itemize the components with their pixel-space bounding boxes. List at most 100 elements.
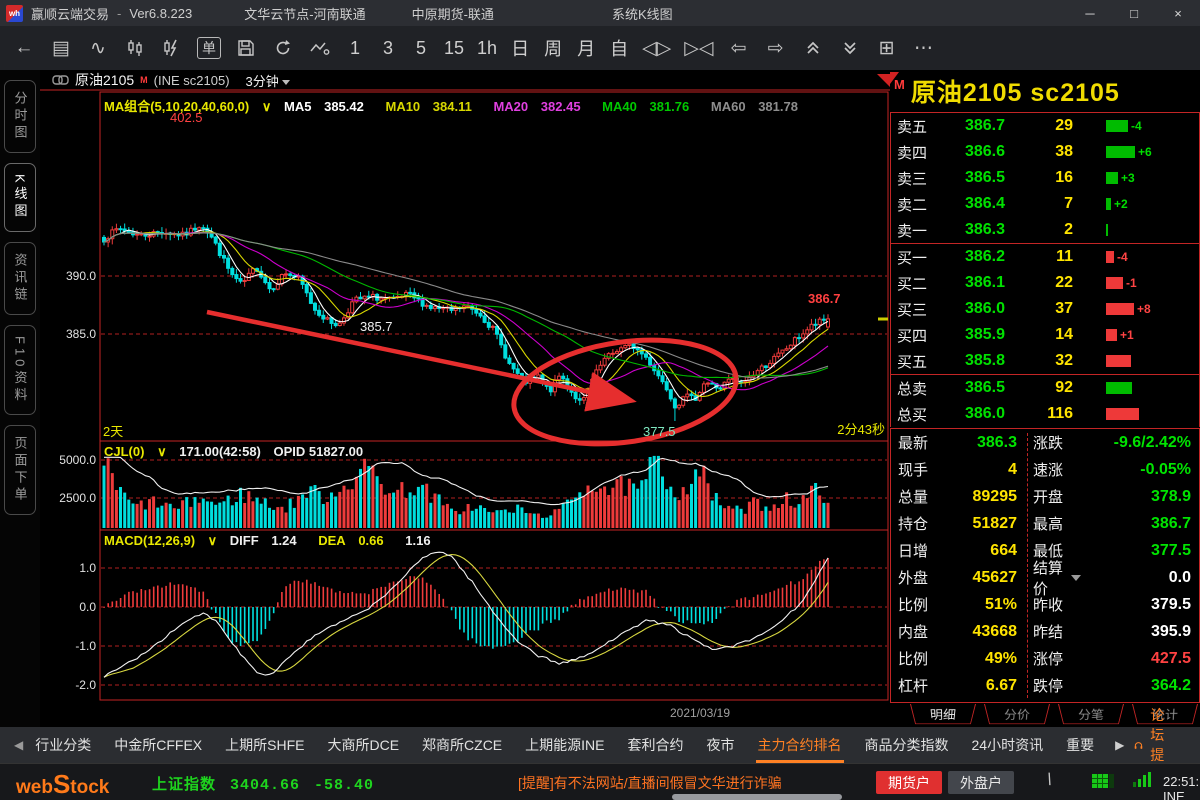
save-icon[interactable]: [234, 34, 258, 62]
maximize-button[interactable]: □: [1130, 5, 1138, 21]
qty-delta: +3: [1121, 171, 1135, 185]
period-5-button[interactable]: 5: [415, 37, 426, 58]
ma-indicator-header: MA组合(5,10,20,40,60,0) ∨ MA5 385.42 MA10 …: [104, 96, 816, 115]
ask-row-卖一[interactable]: 卖一 386.3 2: [891, 217, 1199, 243]
overseas-account-button[interactable]: 外盘户: [948, 771, 1014, 794]
total-row-总卖[interactable]: 总卖 386.5 92: [891, 375, 1199, 401]
close-button[interactable]: ×: [1174, 5, 1182, 21]
bid-book: 买一 386.2 11 -4 买二 386.1 22 -1 买三 386.0 37 +8 买四 385.9…: [890, 243, 1200, 374]
annotation-arrow[interactable]: [206, 309, 637, 412]
draw-line-icon[interactable]: [308, 34, 332, 62]
chart-header: 原油2105 M (INE sc2105) 3分钟: [40, 70, 890, 90]
bid-row-买三[interactable]: 买三 386.0 37 +8: [891, 296, 1199, 322]
period-1-button[interactable]: 1: [349, 37, 360, 58]
stat-value: 45627: [972, 568, 1018, 586]
stat-value: 386.3: [976, 433, 1017, 451]
period-day-button[interactable]: 日: [511, 39, 530, 59]
ask-row-卖三[interactable]: 卖三 386.5 16 +3: [891, 165, 1199, 191]
restore-icon[interactable]: ▷◁: [684, 37, 714, 59]
back-icon[interactable]: ←: [14, 37, 34, 58]
stat-label: 最新: [898, 435, 929, 452]
nav-item-上期能源INE[interactable]: 上期能源INE: [525, 737, 605, 753]
nav-scroll-left-icon[interactable]: ◀: [14, 738, 24, 752]
left-tab-K线图[interactable]: K线图: [4, 163, 36, 232]
pan-right-icon[interactable]: ⇨: [767, 37, 784, 59]
nav-item-重要[interactable]: 重要: [1066, 737, 1095, 753]
more-icon[interactable]: ⋯: [914, 37, 934, 59]
nav-item-中金所CFFEX[interactable]: 中金所CFFEX: [114, 737, 203, 753]
bid-row-买四[interactable]: 买四 385.9 14 +1: [891, 322, 1199, 348]
book-label: 卖三: [897, 170, 928, 188]
bid-row-买二[interactable]: 买二 386.1 22 -1: [891, 270, 1199, 296]
stat-label: 最低: [1033, 543, 1064, 560]
settle-toggle-caret-icon[interactable]: [1071, 574, 1081, 581]
contract-name[interactable]: 原油2105: [75, 72, 135, 88]
flash-kline-icon[interactable]: [160, 34, 184, 62]
layout-grid-icon[interactable]: ⊞: [878, 37, 895, 59]
left-tab-资讯链[interactable]: 资讯链: [4, 241, 36, 315]
shanghai-index-quote[interactable]: 上证指数 3404.66 -58.40: [152, 777, 375, 794]
zoom-out-icon[interactable]: [838, 34, 862, 62]
nav-item-上期所SHFE[interactable]: 上期所SHFE: [225, 737, 305, 753]
left-tab-页面下单[interactable]: 页面下单: [4, 425, 36, 516]
line-chart-icon[interactable]: ∿: [90, 37, 106, 59]
compress-icon[interactable]: ◁▷: [642, 37, 672, 59]
app-logo-icon: wh: [6, 4, 23, 22]
quote-contract-title[interactable]: 原油2105 sc2105: [910, 79, 1120, 107]
ma-settings-dropdown[interactable]: MA组合(5,10,20,40,60,0) ∨: [104, 99, 272, 114]
nav-item-24小时资讯[interactable]: 24小时资讯: [971, 737, 1044, 753]
stat-value: 51827: [972, 514, 1018, 532]
nav-item-郑商所CZCE[interactable]: 郑商所CZCE: [422, 737, 503, 753]
pan-left-icon[interactable]: ⇦: [730, 37, 747, 59]
book-price: 385.8: [964, 352, 1005, 369]
ask-row-卖五[interactable]: 卖五 386.7 29 -4: [891, 113, 1199, 139]
refresh-icon[interactable]: [271, 34, 295, 62]
book-label: 买四: [897, 327, 928, 345]
kline-chart-canvas[interactable]: 390.0 385.0 5000.0 2500.0 1.0 0.0 -1.0 -…: [40, 70, 890, 727]
quote-tab-分笔[interactable]: 分笔: [1058, 704, 1124, 725]
qty-delta: -4: [1131, 119, 1142, 133]
total-row-总买[interactable]: 总买 386.0 116: [891, 401, 1199, 427]
nav-item-套利合约[interactable]: 套利合约: [627, 737, 684, 753]
stat-label: 开盘: [1033, 489, 1064, 506]
nav-item-行业分类[interactable]: 行业分类: [35, 737, 92, 753]
minimize-button[interactable]: ─: [1085, 5, 1095, 21]
futures-account-button[interactable]: 期货户: [876, 771, 942, 794]
order-ticket-icon[interactable]: 单: [197, 37, 221, 59]
nav-item-商品分类指数[interactable]: 商品分类指数: [864, 737, 949, 753]
depth-bar: [1106, 251, 1114, 263]
nav-item-主力合约排名[interactable]: 主力合约排名: [756, 727, 844, 763]
annotation-ellipse[interactable]: [507, 327, 743, 457]
left-tab-分时图[interactable]: 分时图: [4, 80, 36, 153]
price-tick: 390.0: [66, 269, 96, 283]
kline-icon[interactable]: [123, 34, 147, 62]
ask-row-卖二[interactable]: 卖二 386.4 7 +2: [891, 191, 1199, 217]
volume-layer: [102, 455, 830, 528]
ask-row-卖四[interactable]: 卖四 386.6 38 +6: [891, 139, 1199, 165]
forum-link[interactable]: 论坛提问: [1134, 707, 1200, 783]
period-month-button[interactable]: 月: [577, 39, 596, 59]
quote-tab-明细[interactable]: 明细: [910, 704, 976, 725]
period-15-button[interactable]: 15: [444, 37, 465, 58]
left-tab-F10资料[interactable]: F10资料: [4, 324, 36, 416]
period-1h-button[interactable]: 1h: [477, 37, 498, 58]
period-selector[interactable]: 3分钟: [246, 71, 290, 90]
period-custom-button[interactable]: 自: [610, 39, 629, 59]
bid-row-买五[interactable]: 买五 385.8 32: [891, 348, 1199, 374]
zoom-in-icon[interactable]: [801, 34, 825, 62]
cjl-settings-dropdown[interactable]: CJL(0) ∨: [104, 444, 167, 459]
nav-scroll-right-icon[interactable]: ▶: [1115, 738, 1125, 752]
bid-row-买一[interactable]: 买一 386.2 11 -4: [891, 244, 1199, 270]
corner-flag-icon: [877, 74, 890, 87]
quote-list-icon[interactable]: ▤: [52, 37, 70, 59]
qty-delta: +6: [1138, 145, 1152, 159]
macd-settings-dropdown[interactable]: MACD(12,26,9) ∨: [104, 533, 218, 548]
nav-item-大商所DCE[interactable]: 大商所DCE: [327, 737, 400, 753]
book-qty: 22: [1055, 274, 1073, 291]
period-week-button[interactable]: 周: [544, 39, 563, 59]
period-3-button[interactable]: 3: [382, 37, 393, 58]
clock-label: 22:51:16-INE: [1163, 774, 1200, 800]
nav-scrollbar-thumb[interactable]: [672, 794, 842, 800]
quote-tab-分价[interactable]: 分价: [984, 704, 1050, 725]
nav-item-夜市[interactable]: 夜市: [706, 737, 735, 753]
